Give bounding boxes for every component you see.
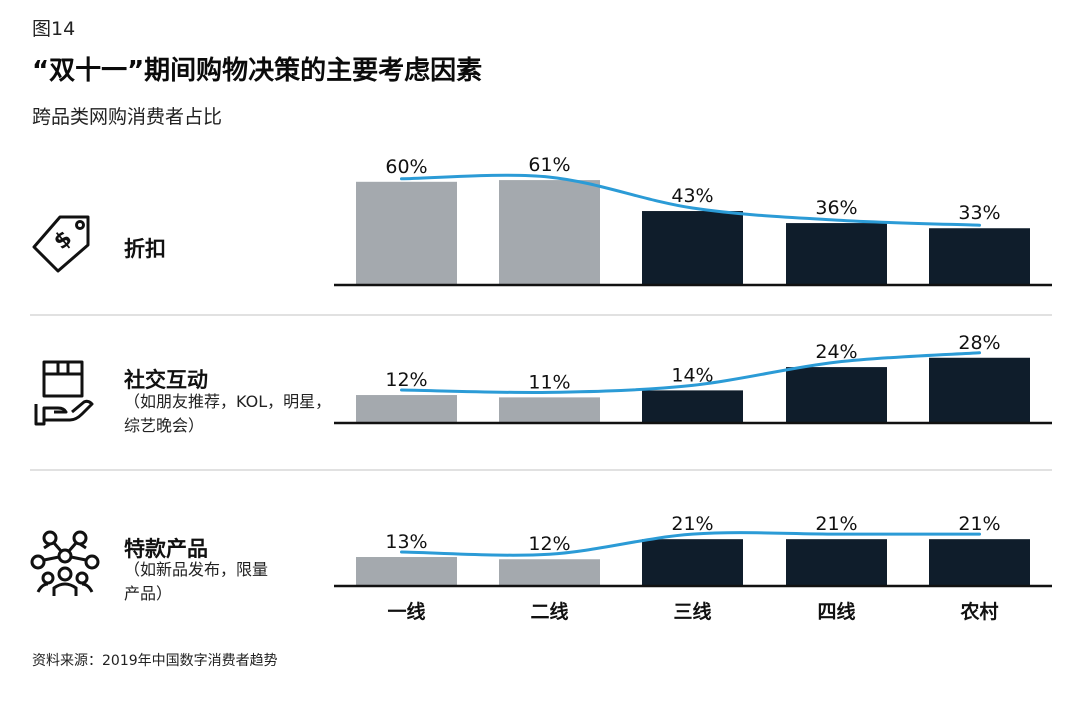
category-label: 二线 xyxy=(530,600,568,623)
panel-label-special: 特款产品 xyxy=(124,537,208,561)
price-tag-icon: $ xyxy=(32,215,90,273)
data-label: 60% xyxy=(385,156,427,178)
category-label: 农村 xyxy=(959,600,998,623)
bar-2-1 xyxy=(356,395,457,423)
trend-line-2 xyxy=(400,351,981,395)
bar-3-5 xyxy=(929,539,1030,586)
data-label: 28% xyxy=(958,332,1000,354)
panel-note-special: （如新品发布，限量产品） xyxy=(124,560,269,603)
bar-1-5 xyxy=(929,228,1030,285)
bar-3-2 xyxy=(499,559,600,586)
category-label: 一线 xyxy=(387,600,425,623)
bar-1-4 xyxy=(786,223,887,285)
bar-2-5 xyxy=(929,357,1030,423)
bar-2-2 xyxy=(499,397,600,423)
panel-label-discount: 折扣 xyxy=(124,237,166,261)
chart-subtitle: 跨品类网购消费者占比 xyxy=(32,106,223,128)
source-note: 资料来源：2019年中国数字消费者趋势 xyxy=(32,653,278,669)
data-label: 13% xyxy=(385,531,427,553)
bar-3-4 xyxy=(786,539,887,586)
figure-label: 图14 xyxy=(32,18,76,40)
data-label: 21% xyxy=(671,513,713,535)
data-label: 33% xyxy=(958,202,1000,224)
bar-1-2 xyxy=(499,180,600,285)
data-label: 14% xyxy=(671,364,713,386)
network-people-icon xyxy=(30,530,100,596)
data-label: 12% xyxy=(385,369,427,391)
data-label: 11% xyxy=(528,371,570,393)
data-label: 36% xyxy=(815,197,857,219)
bar-1-3 xyxy=(642,211,743,285)
data-label: 21% xyxy=(958,513,1000,535)
panel-note-social: （如朋友推荐，KOL，明星，综艺晚会） xyxy=(124,392,332,435)
panel-label-social: 社交互动 xyxy=(124,368,208,392)
data-label: 43% xyxy=(671,185,713,207)
data-label: 21% xyxy=(815,513,857,535)
chart-title: “双十一”期间购物决策的主要考虑因素 xyxy=(32,56,483,86)
data-label: 61% xyxy=(528,154,570,176)
category-label: 四线 xyxy=(817,600,855,623)
data-label: 24% xyxy=(815,341,857,363)
data-label: 12% xyxy=(528,533,570,555)
category-label: 三线 xyxy=(673,600,711,623)
bar-1-1 xyxy=(356,181,457,285)
bar-3-1 xyxy=(356,557,457,586)
bar-2-3 xyxy=(642,390,743,423)
trend-line-1 xyxy=(400,173,981,227)
trend-line-3 xyxy=(400,531,981,557)
bar-2-4 xyxy=(786,367,887,423)
box-hand-icon xyxy=(34,360,94,426)
bar-3-3 xyxy=(642,539,743,586)
